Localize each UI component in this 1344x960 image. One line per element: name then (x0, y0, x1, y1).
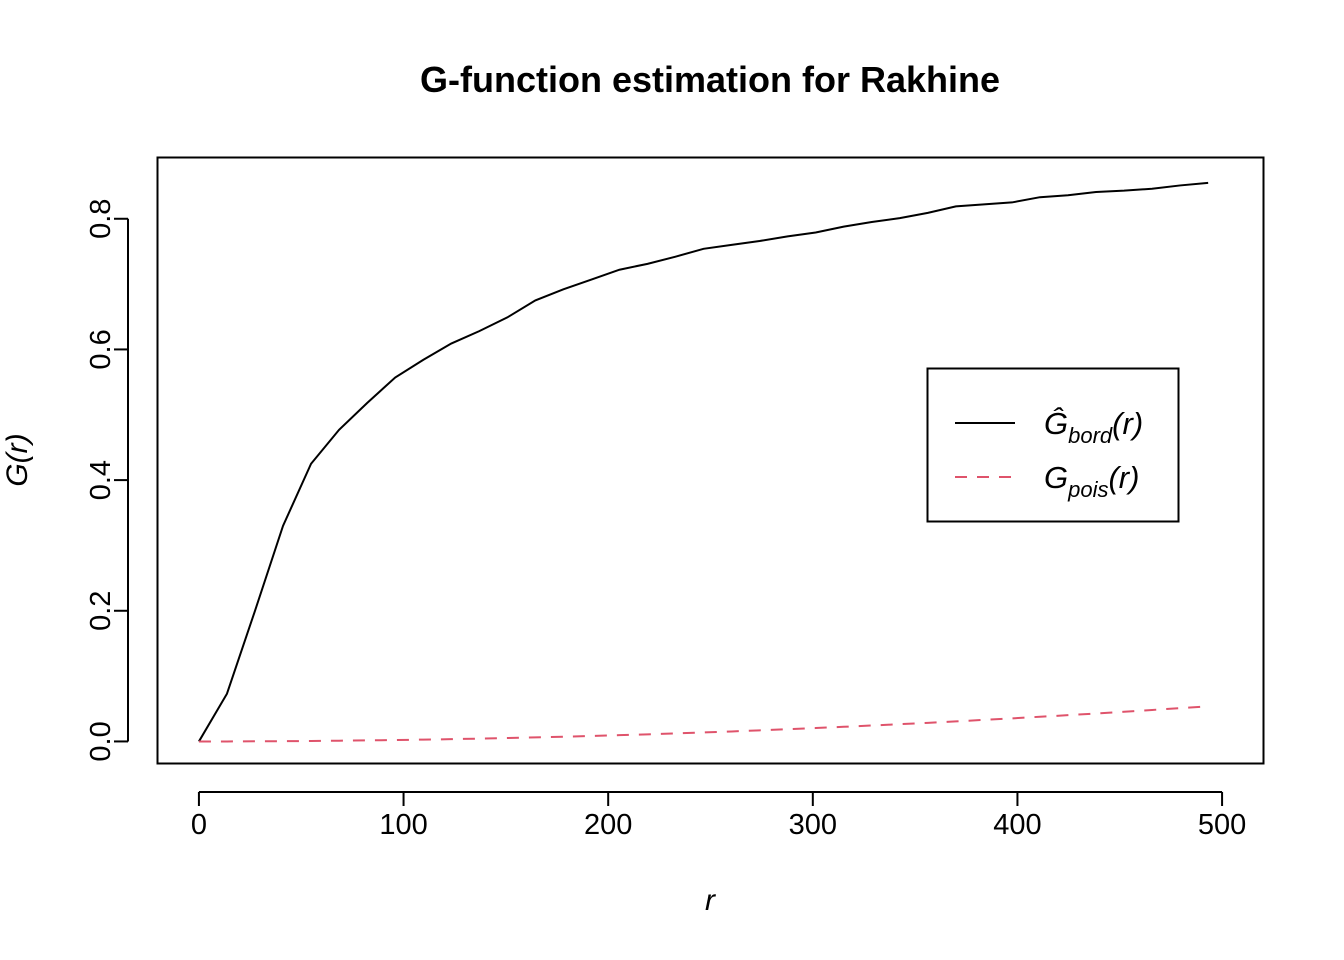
legend-label: Ĝbord(r) (1044, 406, 1143, 448)
series-layer (198, 181, 1209, 743)
y-tick-label: 0.4 (85, 460, 117, 500)
x-tick-label: 0 (191, 809, 207, 841)
legend-label: Gpois(r) (1044, 460, 1139, 502)
y-axis: 0.0 0.2 0.4 0.6 0.8 (85, 199, 129, 762)
x-tick-label: 100 (379, 809, 427, 841)
y-tick-label: 0.6 (85, 329, 117, 369)
x-axis-label: r (705, 884, 716, 917)
chart-title: G-function estimation for Rakhine (420, 59, 1000, 100)
legend-label-arg: (r) (1108, 460, 1139, 495)
legend-label-subscript: bord (1068, 423, 1113, 448)
legend-label-arg: (r) (1112, 406, 1143, 441)
x-tick-label: 200 (584, 809, 632, 841)
legend-label-subscript: pois (1067, 477, 1108, 502)
legend: Ĝbord(r)Gpois(r) (926, 367, 1180, 523)
legend-label-base: G (1044, 460, 1068, 495)
x-tick-label: 300 (789, 809, 837, 841)
x-tick-label: 500 (1198, 809, 1246, 841)
legend-label-base: Ĝ (1044, 406, 1068, 441)
plot-frame (156, 156, 1265, 765)
y-tick-label: 0.0 (85, 721, 117, 761)
y-axis-label: G(r) (1, 433, 34, 486)
series-line (198, 705, 1209, 743)
series-2 (198, 705, 1209, 743)
legend-box (926, 367, 1180, 523)
series-1 (198, 181, 1209, 742)
x-axis: 0 100 200 300 400 500 (191, 791, 1246, 841)
y-tick-label: 0.2 (85, 591, 117, 631)
x-tick-label: 400 (993, 809, 1041, 841)
y-tick-label: 0.8 (85, 199, 117, 239)
